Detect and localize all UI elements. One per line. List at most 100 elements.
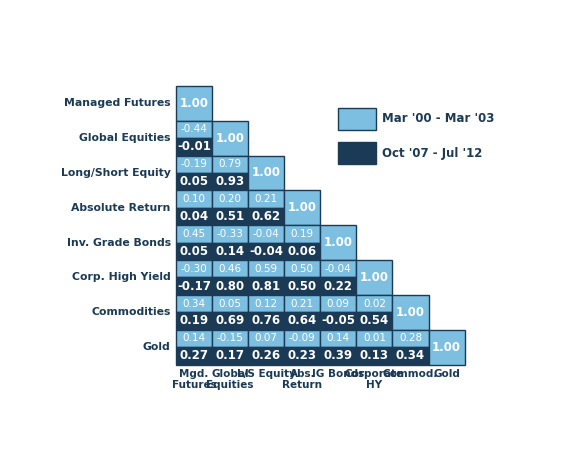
Text: Long/Short Equity: Long/Short Equity bbox=[61, 168, 171, 178]
FancyBboxPatch shape bbox=[176, 330, 212, 347]
FancyBboxPatch shape bbox=[176, 190, 212, 208]
Text: -0.19: -0.19 bbox=[180, 159, 207, 169]
Text: 0.64: 0.64 bbox=[288, 315, 317, 327]
Text: Global
Equities: Global Equities bbox=[206, 369, 254, 391]
FancyBboxPatch shape bbox=[248, 278, 284, 295]
Text: Corporate
HY: Corporate HY bbox=[345, 369, 404, 391]
FancyBboxPatch shape bbox=[248, 208, 284, 225]
FancyBboxPatch shape bbox=[284, 330, 320, 347]
Text: -0.05: -0.05 bbox=[321, 315, 355, 327]
Text: -0.17: -0.17 bbox=[177, 280, 211, 293]
Text: 0.20: 0.20 bbox=[219, 194, 242, 204]
Text: 1.00: 1.00 bbox=[215, 131, 245, 145]
Text: Gold: Gold bbox=[433, 369, 460, 379]
FancyBboxPatch shape bbox=[393, 295, 429, 330]
Text: -0.01: -0.01 bbox=[177, 140, 211, 153]
FancyBboxPatch shape bbox=[176, 295, 212, 312]
Text: 0.06: 0.06 bbox=[288, 245, 317, 258]
Text: 0.93: 0.93 bbox=[215, 175, 245, 188]
Text: 0.14: 0.14 bbox=[327, 333, 350, 343]
Text: Oct '07 - Jul '12: Oct '07 - Jul '12 bbox=[383, 147, 483, 160]
Text: 0.34: 0.34 bbox=[396, 350, 425, 362]
FancyBboxPatch shape bbox=[338, 108, 376, 130]
Text: 0.76: 0.76 bbox=[252, 315, 281, 327]
Text: 0.19: 0.19 bbox=[291, 229, 314, 239]
FancyBboxPatch shape bbox=[284, 260, 320, 278]
FancyBboxPatch shape bbox=[284, 347, 320, 365]
FancyBboxPatch shape bbox=[356, 312, 393, 330]
FancyBboxPatch shape bbox=[212, 312, 248, 330]
FancyBboxPatch shape bbox=[320, 295, 356, 312]
Text: -0.30: -0.30 bbox=[180, 264, 207, 274]
FancyBboxPatch shape bbox=[284, 190, 320, 225]
FancyBboxPatch shape bbox=[176, 156, 212, 173]
FancyBboxPatch shape bbox=[248, 295, 284, 312]
FancyBboxPatch shape bbox=[429, 330, 465, 365]
Text: 0.01: 0.01 bbox=[363, 333, 386, 343]
FancyBboxPatch shape bbox=[356, 295, 393, 312]
Text: 0.69: 0.69 bbox=[215, 315, 245, 327]
Text: -0.33: -0.33 bbox=[217, 229, 244, 239]
FancyBboxPatch shape bbox=[176, 312, 212, 330]
FancyBboxPatch shape bbox=[284, 278, 320, 295]
Text: 1.00: 1.00 bbox=[288, 201, 317, 214]
FancyBboxPatch shape bbox=[248, 243, 284, 260]
Text: 0.05: 0.05 bbox=[179, 245, 209, 258]
Text: 0.27: 0.27 bbox=[179, 350, 209, 362]
Text: 0.46: 0.46 bbox=[218, 264, 242, 274]
Text: 0.17: 0.17 bbox=[215, 350, 245, 362]
Text: Abs.
Return: Abs. Return bbox=[282, 369, 322, 391]
FancyBboxPatch shape bbox=[248, 330, 284, 347]
FancyBboxPatch shape bbox=[212, 278, 248, 295]
FancyBboxPatch shape bbox=[320, 347, 356, 365]
Text: 0.26: 0.26 bbox=[252, 350, 281, 362]
FancyBboxPatch shape bbox=[320, 330, 356, 347]
Text: Gold: Gold bbox=[143, 342, 171, 352]
FancyBboxPatch shape bbox=[320, 260, 356, 278]
FancyBboxPatch shape bbox=[212, 156, 248, 173]
Text: 1.00: 1.00 bbox=[252, 166, 281, 179]
Text: 0.07: 0.07 bbox=[254, 333, 278, 343]
Text: Commodities: Commodities bbox=[91, 307, 171, 317]
FancyBboxPatch shape bbox=[212, 243, 248, 260]
FancyBboxPatch shape bbox=[176, 278, 212, 295]
FancyBboxPatch shape bbox=[176, 86, 212, 121]
FancyBboxPatch shape bbox=[212, 190, 248, 208]
FancyBboxPatch shape bbox=[248, 190, 284, 208]
Text: -0.15: -0.15 bbox=[217, 333, 244, 343]
Text: 0.39: 0.39 bbox=[324, 350, 353, 362]
Text: 0.05: 0.05 bbox=[219, 298, 242, 308]
Text: Absolute Return: Absolute Return bbox=[71, 203, 171, 213]
FancyBboxPatch shape bbox=[176, 208, 212, 225]
Text: -0.44: -0.44 bbox=[180, 124, 207, 134]
FancyBboxPatch shape bbox=[212, 208, 248, 225]
Text: 1.00: 1.00 bbox=[360, 271, 389, 284]
Text: 0.79: 0.79 bbox=[218, 159, 242, 169]
Text: -0.09: -0.09 bbox=[289, 333, 316, 343]
Text: IG Bonds: IG Bonds bbox=[312, 369, 364, 379]
FancyBboxPatch shape bbox=[212, 225, 248, 243]
FancyBboxPatch shape bbox=[212, 173, 248, 190]
Text: 0.80: 0.80 bbox=[215, 280, 245, 293]
Text: 1.00: 1.00 bbox=[432, 341, 461, 354]
Text: 0.02: 0.02 bbox=[363, 298, 386, 308]
FancyBboxPatch shape bbox=[248, 347, 284, 365]
Text: -0.04: -0.04 bbox=[253, 229, 280, 239]
Text: 0.51: 0.51 bbox=[215, 210, 245, 223]
FancyBboxPatch shape bbox=[393, 347, 429, 365]
FancyBboxPatch shape bbox=[356, 330, 393, 347]
Text: Mgd.
Futures: Mgd. Futures bbox=[172, 369, 217, 391]
Text: 0.59: 0.59 bbox=[254, 264, 278, 274]
Text: 0.22: 0.22 bbox=[324, 280, 353, 293]
Text: -0.04: -0.04 bbox=[249, 245, 283, 258]
FancyBboxPatch shape bbox=[393, 330, 429, 347]
Text: 0.50: 0.50 bbox=[288, 280, 317, 293]
FancyBboxPatch shape bbox=[248, 312, 284, 330]
Text: Inv. Grade Bonds: Inv. Grade Bonds bbox=[66, 237, 171, 248]
FancyBboxPatch shape bbox=[176, 243, 212, 260]
FancyBboxPatch shape bbox=[248, 156, 284, 190]
Text: 0.23: 0.23 bbox=[288, 350, 317, 362]
FancyBboxPatch shape bbox=[284, 225, 320, 243]
FancyBboxPatch shape bbox=[356, 260, 393, 295]
Text: 1.00: 1.00 bbox=[396, 306, 425, 319]
